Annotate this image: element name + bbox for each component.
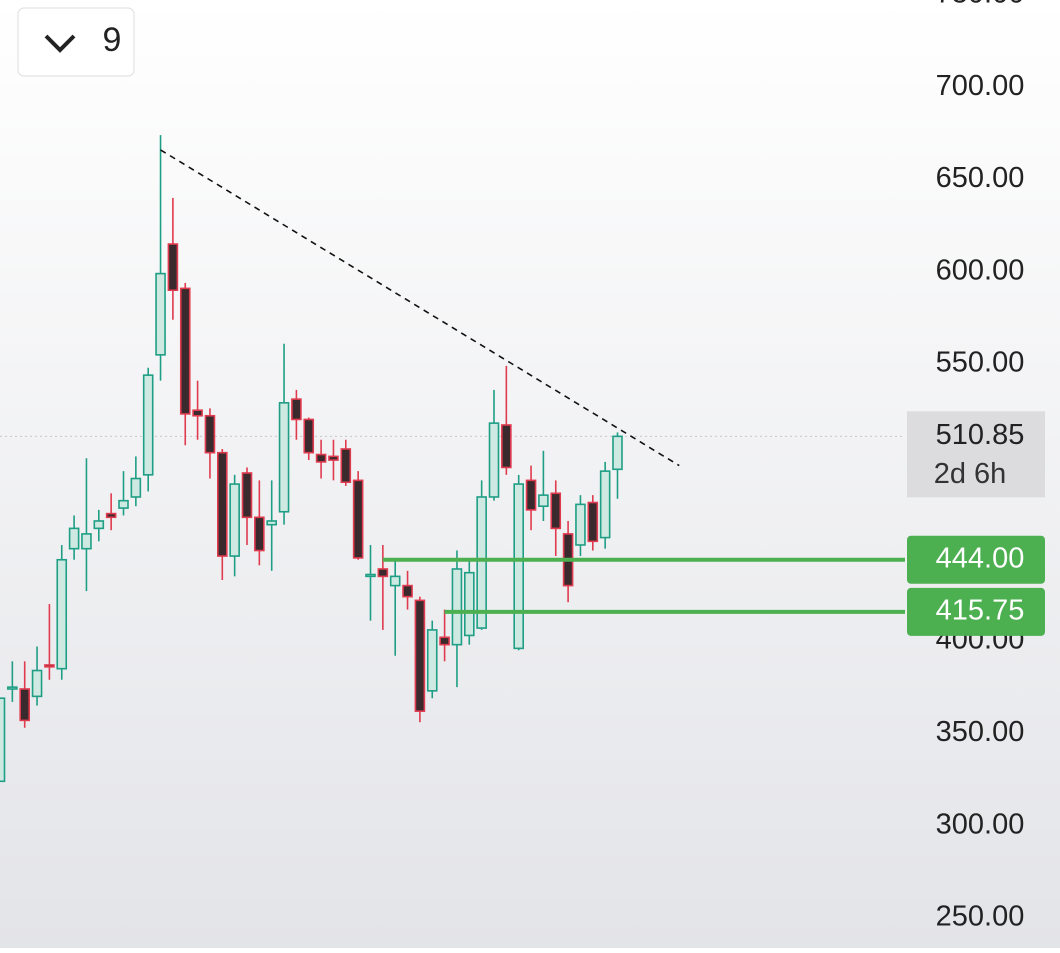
dropdown-box[interactable] [17,7,135,77]
candle-body [550,492,562,530]
trendline [160,149,680,467]
candle-body [414,599,426,712]
candle-body [254,516,265,552]
candle-body [81,533,92,550]
candle-body [19,688,31,722]
countdown-label: 2d 6h [934,458,1007,490]
candle-body [525,479,537,511]
candle-body [612,435,623,471]
candle-body [0,697,6,783]
candle-body [130,477,142,498]
candle-body [44,664,55,668]
last-price-box [907,411,1045,498]
candle-body [291,398,302,421]
y-tick-label: 600.00 [936,254,1025,286]
interval-dropdown[interactable]: 9 [17,7,135,77]
candle-body [68,527,80,550]
candle-body [204,414,216,454]
y-tick-label: 250.00 [936,901,1025,933]
candle-body [118,499,129,509]
y-tick-label: 350.00 [936,716,1025,748]
y-tick-label: 650.00 [936,162,1025,194]
candle-body [278,402,290,513]
candle-body [192,409,203,417]
candle-body [513,483,525,650]
candle-body [476,496,487,629]
candle-body [377,568,389,578]
candle-body [142,374,154,476]
candle-body [538,494,549,508]
candle-body [229,483,240,557]
chevron-icon [44,34,76,53]
candle-body [105,512,117,519]
candle-body [340,448,352,484]
level-label: 444.00 [936,542,1025,574]
y-tick-label: 700.00 [936,70,1025,102]
candle-body [56,558,68,670]
candle-body [402,584,413,598]
candle-body [439,636,450,646]
level-label-box [907,535,1045,584]
candle-body [266,520,278,526]
interval-label: 9 [103,21,122,59]
candle-body [31,669,43,698]
candle-body [463,571,475,637]
candle-body [315,453,327,463]
candle-body [501,424,512,469]
candle-body [179,287,191,415]
level-label: 415.75 [936,595,1025,627]
candle-body [599,470,611,539]
candle-body [352,479,364,559]
candle-body [217,451,228,557]
y-tick-label: 300.00 [936,808,1025,840]
candle-body [93,520,105,530]
candle-body [328,455,339,461]
candle-body [488,422,500,498]
plot: 250.00300.00350.00400.00550.00600.00650.… [0,0,1045,933]
candle-body [389,575,401,587]
y-tick-label: 550.00 [936,347,1025,379]
candle-body [426,629,438,692]
candle-body [167,243,179,292]
level-label-box [907,587,1045,636]
candle-body [155,272,166,356]
candle-body [241,472,253,519]
candle-body [575,503,586,546]
last-price-label: 510.85 [936,419,1025,451]
candle-body [365,573,376,578]
y-tick-label: 750.00 [936,0,1025,9]
candle-body [7,686,18,690]
candle-body [303,418,315,454]
candle-body [451,568,463,646]
candle-body [587,501,599,543]
